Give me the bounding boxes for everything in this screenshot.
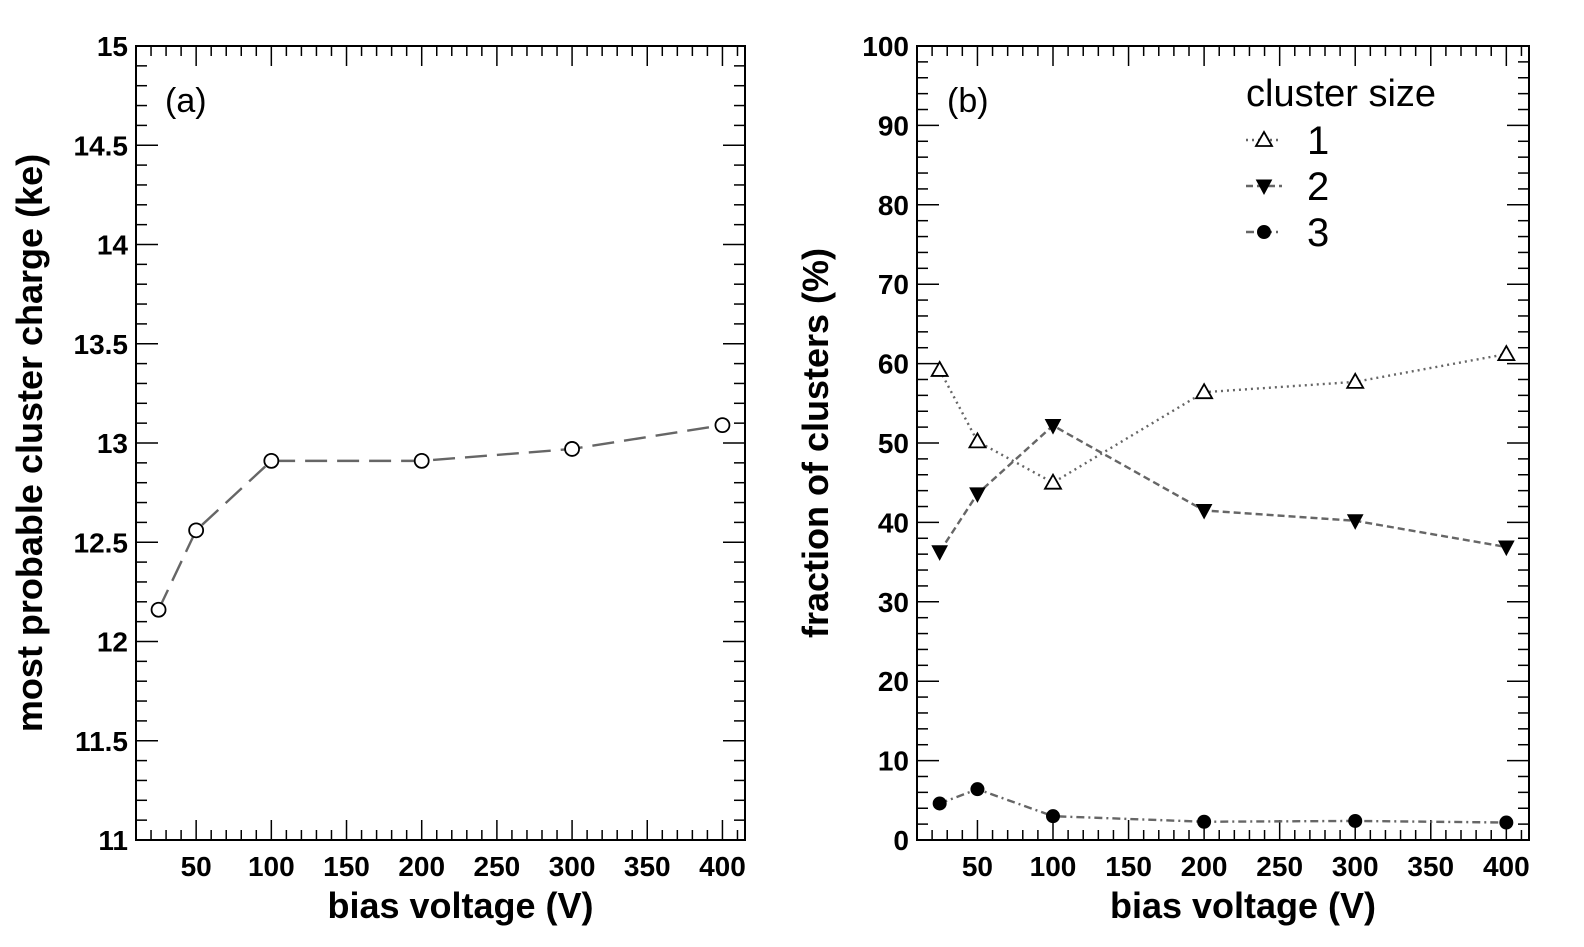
x-tick-label: 400	[699, 851, 746, 882]
y-tick-label: 12.5	[74, 527, 129, 558]
data-point-3	[1046, 809, 1060, 824]
y-tick-label: 13.5	[74, 329, 129, 360]
series-line-0	[157, 423, 723, 611]
y-tick-label: 30	[878, 587, 909, 618]
data-point-0	[564, 441, 580, 457]
series-line-3	[939, 787, 1507, 824]
data-point-1	[1043, 472, 1063, 490]
y-axis-title: fraction of clusters (%)	[795, 248, 836, 638]
data-point-0	[263, 452, 280, 469]
y-tick-label: 40	[878, 507, 909, 538]
y-tick-label: 12	[97, 627, 128, 658]
x-axis-title: bias voltage (V)	[327, 885, 593, 926]
x-tick-label: 250	[1256, 851, 1303, 882]
data-point-3	[1197, 814, 1212, 829]
data-point-2	[931, 545, 949, 561]
x-tick-label: 100	[1030, 851, 1077, 882]
plot-frame	[135, 45, 746, 841]
y-tick-label: 80	[878, 190, 909, 221]
data-point-1	[1194, 382, 1214, 400]
legend-marker-2	[1255, 179, 1273, 196]
y-tick-label: 14	[97, 230, 129, 261]
data-point-0	[150, 601, 167, 618]
series-line-1	[938, 352, 1507, 485]
data-point-0	[188, 522, 205, 539]
data-point-0	[413, 452, 430, 469]
legend-marker-3	[1257, 225, 1271, 239]
y-tick-label: 20	[878, 666, 909, 697]
data-point-2	[1497, 540, 1515, 557]
y-tick-label: 90	[878, 110, 909, 141]
y-tick-label: 0	[893, 825, 909, 856]
x-tick-label: 400	[1483, 851, 1530, 882]
x-tick-label: 300	[1332, 851, 1379, 882]
legend-label-3: 3	[1307, 211, 1329, 255]
y-tick-label: 100	[862, 31, 909, 62]
y-tick-label: 13	[97, 428, 128, 459]
legend-label-1: 1	[1307, 119, 1329, 163]
x-tick-label: 250	[474, 851, 521, 882]
data-point-2	[1346, 514, 1364, 530]
x-tick-label: 350	[1407, 851, 1454, 882]
x-tick-label: 200	[1181, 851, 1228, 882]
x-tick-label: 50	[181, 851, 212, 882]
y-axis-title: most probable cluster charge (ke)	[9, 154, 50, 732]
y-tick-label: 11	[98, 825, 128, 856]
legend-title: cluster size	[1246, 73, 1436, 115]
data-point-1	[1345, 372, 1365, 389]
data-point-3	[1499, 815, 1514, 830]
y-tick-label: 10	[878, 746, 909, 777]
data-point-2	[969, 487, 986, 503]
legend-marker-1	[1254, 130, 1274, 147]
panel-a: 50 100 150 200 250 300 350 400 11 11.5 12 12.5 13 13.…	[9, 31, 746, 926]
x-tick-label: 300	[549, 851, 596, 882]
y-tick-label: 15	[97, 31, 128, 62]
data-point-3	[1348, 813, 1363, 828]
x-tick-label: 100	[248, 851, 295, 882]
data-point-2	[1195, 503, 1213, 520]
data-point-1	[1496, 344, 1516, 361]
x-tick-label: 350	[624, 851, 671, 882]
data-point-0	[714, 417, 731, 434]
y-tick-label: 50	[878, 428, 909, 459]
y-tick-label: 14.5	[74, 130, 129, 161]
series-line-2	[938, 424, 1507, 553]
y-tick-label: 11.5	[75, 726, 128, 757]
data-point-3	[932, 796, 947, 811]
plot-frame	[916, 45, 1530, 841]
x-tick-label: 150	[1105, 851, 1152, 882]
panel-label: (a)	[165, 82, 207, 120]
data-point-1	[967, 431, 987, 449]
data-point-1	[930, 360, 950, 377]
data-point-3	[970, 782, 985, 797]
panel-label: (b)	[947, 82, 989, 120]
x-tick-label: 200	[398, 851, 445, 882]
panel-b: 50 100 150 200 250 300 350 400 0 10 20 30 40 50 60 70 80…	[795, 31, 1530, 926]
data-point-2	[1044, 419, 1062, 435]
x-tick-label: 150	[323, 851, 370, 882]
x-axis-title: bias voltage (V)	[1110, 885, 1376, 926]
y-tick-label: 70	[878, 269, 909, 300]
legend-label-2: 2	[1307, 165, 1329, 209]
y-tick-label: 60	[878, 349, 909, 380]
x-tick-label: 50	[962, 851, 993, 882]
